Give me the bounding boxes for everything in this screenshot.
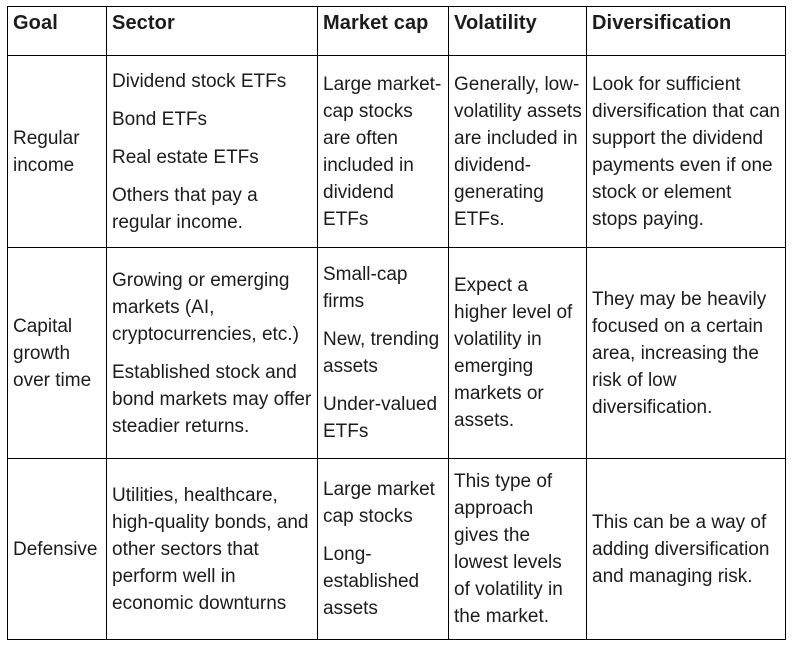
volatility-cell: This type of approach gives the lowest l… [448,458,587,640]
sector-paragraph: Utilities, healthcare, high-quality bond… [112,484,309,614]
market-cap-paragraph: Under-valued ETFs [323,394,438,442]
market-cap-cell: Small-cap firms New, trending assets Und… [317,247,449,459]
market-cap-cell: Large market-cap stocks are often includ… [317,55,449,248]
sector-paragraph: Bond ETFs [112,108,208,130]
goal-cell: Defensive [7,458,107,640]
market-cap-cell: Large market cap stocks Long-established… [317,458,449,640]
table-row-defensive: Defensive Utilities, healthcare, high-qu… [7,458,786,640]
volatility-cell: Generally, low-volatility assets are inc… [448,55,587,248]
goal-cell: Capital growth over time [7,247,107,459]
diversification-cell: Look for sufficient diversification that… [586,55,786,248]
sector-paragraph: Others that pay a regular income. [112,184,258,233]
sector-cell: Utilities, healthcare, high-quality bond… [106,458,318,640]
etf-goals-table: Goal Sector Market cap Volatility Divers… [7,6,786,640]
diversification-cell: They may be heavily focused on a certain… [586,247,786,459]
sector-paragraph: Real estate ETFs [112,146,259,168]
volatility-paragraph: Expect a higher level of volatility in e… [454,275,573,431]
diversification-paragraph: They may be heavily focused on a certain… [592,288,767,418]
header-sector: Sector [106,6,318,56]
sector-paragraph: Dividend stock ETFs [112,70,287,92]
header-volatility: Volatility [448,6,587,56]
sector-paragraph: Established stock and bond markets may o… [112,361,312,437]
table-row-capital-growth: Capital growth over time Growing or emer… [7,247,786,459]
header-market-cap: Market cap [317,6,449,56]
volatility-cell: Expect a higher level of volatility in e… [448,247,587,459]
diversification-cell: This can be a way of adding diversificat… [586,458,786,640]
sector-cell: Growing or emerging markets (AI, cryptoc… [106,247,318,459]
goal-cell: Regular income [7,55,107,248]
market-cap-paragraph: Large market-cap stocks are often includ… [323,73,442,230]
market-cap-paragraph: Small-cap firms [323,264,408,312]
header-diversification: Diversification [586,6,786,56]
header-goal: Goal [7,6,107,56]
market-cap-paragraph: Large market cap stocks [323,479,435,527]
volatility-paragraph: This type of approach gives the lowest l… [454,471,563,627]
market-cap-paragraph: New, trending assets [323,329,440,377]
volatility-paragraph: Generally, low-volatility assets are inc… [454,73,582,230]
sector-paragraph: Growing or emerging markets (AI, cryptoc… [112,269,299,345]
diversification-paragraph: Look for sufficient diversification that… [592,73,780,230]
sector-cell: Dividend stock ETFs Bond ETFs Real estat… [106,55,318,248]
market-cap-paragraph: Long-established assets [323,544,420,619]
diversification-paragraph: This can be a way of adding diversificat… [592,511,770,587]
table-row-regular-income: Regular income Dividend stock ETFs Bond … [7,55,786,248]
header-row: Goal Sector Market cap Volatility Divers… [7,6,786,56]
